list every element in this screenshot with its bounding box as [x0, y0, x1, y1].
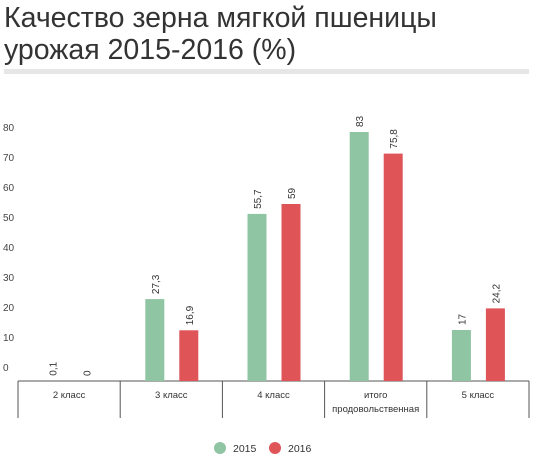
data-label: 83	[355, 115, 366, 127]
bar-2015	[247, 213, 267, 381]
y-tick-label: 70	[3, 153, 15, 164]
bar-2015	[451, 330, 471, 381]
x-tick-label: итого	[364, 390, 387, 401]
bar-2016	[179, 330, 199, 381]
data-label: 16,9	[185, 305, 196, 325]
page-title: Качество зерна мягкой пшеницы урожая 201…	[4, 2, 437, 66]
bar-2015	[349, 132, 369, 381]
data-label: 75,8	[389, 129, 400, 149]
y-tick-label: 20	[3, 303, 15, 314]
y-tick-label: 0	[3, 363, 9, 374]
x-tick-label: 4 класс	[257, 390, 290, 401]
legend-label: 2016	[288, 443, 312, 455]
y-tick-label: 40	[3, 243, 15, 254]
y-tick-label: 80	[3, 123, 15, 134]
x-tick-label: 3 класс	[155, 390, 188, 401]
data-label: 59	[287, 187, 298, 199]
bar-2016	[383, 153, 403, 381]
data-label: 55,7	[253, 189, 264, 209]
legend-label: 2015	[233, 443, 257, 455]
legend-marker-2015	[214, 442, 226, 454]
data-label: 27,3	[151, 274, 162, 294]
x-tick-label: продовольственная	[332, 404, 419, 415]
x-tick-label: 5 класс	[462, 390, 495, 401]
y-tick-label: 60	[3, 183, 15, 194]
bar-2016	[281, 204, 301, 381]
x-tick-label: 2 класс	[53, 390, 86, 401]
bar-2016	[485, 308, 505, 381]
data-label: 17	[457, 313, 468, 325]
data-label: 0,1	[49, 361, 60, 375]
y-tick-label: 10	[3, 333, 15, 344]
legend-marker-2016	[269, 442, 281, 454]
title-divider	[4, 69, 529, 74]
y-tick-label: 50	[3, 213, 15, 224]
data-label: 24,2	[491, 283, 502, 303]
bar-2015	[145, 299, 165, 381]
y-tick-label: 30	[3, 273, 15, 284]
data-label: 0	[83, 370, 94, 376]
